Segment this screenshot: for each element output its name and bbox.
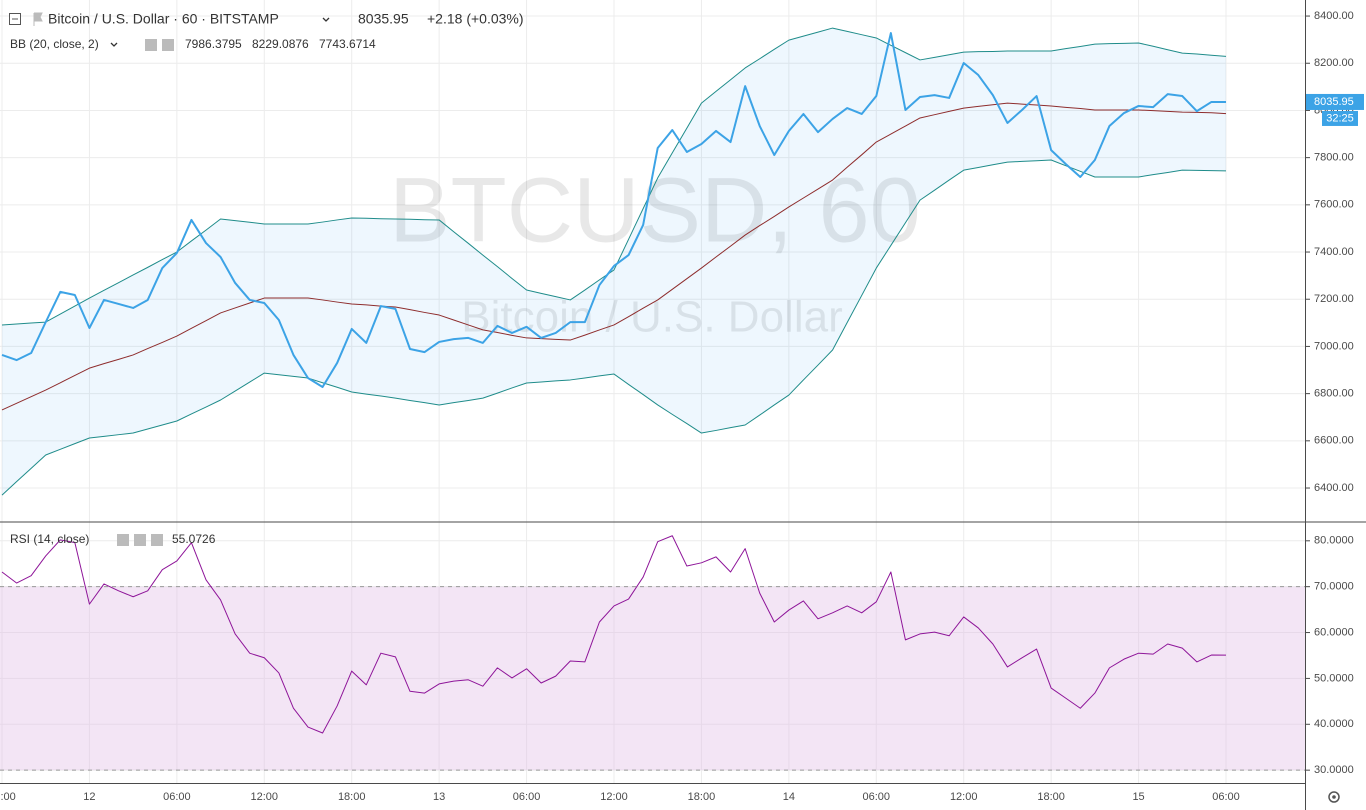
series-line — [1, 27, 1227, 326]
bb-buttons — [145, 39, 174, 51]
watermark-symbol: BTCUSD, 60 — [389, 159, 921, 261]
x-tick-label: 12 — [83, 791, 95, 803]
rsi-pane — [0, 535, 1305, 771]
bb-label[interactable]: BB (20, close, 2) — [10, 37, 99, 51]
y-tick-label: 70.0000 — [1314, 581, 1354, 593]
rsi-buttons — [117, 534, 163, 546]
x-tick-label: 15 — [1132, 791, 1144, 803]
x-tick-label: 18:00 — [1037, 791, 1065, 803]
main-pane — [1, 27, 1227, 496]
x-tick-label: 13 — [433, 791, 445, 803]
watermark-description: Bitcoin / U.S. Dollar — [461, 293, 842, 342]
x-tick-label: 06:00 — [1212, 791, 1240, 803]
series-line — [1, 32, 1227, 389]
y-tick-label: 80.0000 — [1314, 535, 1354, 547]
y-tick-label: 6600.00 — [1314, 435, 1354, 447]
price-scale: 6400.00 6600.00 6800.00 7000.00 7200.00 7400.… — [1305, 10, 1364, 776]
symbol-title[interactable]: Bitcoin / U.S. Dollar · 60 · BITSTAMP — [48, 11, 279, 27]
x-tick-label: 12:00 — [950, 791, 978, 803]
legend-value: 7986.3795 — [185, 37, 242, 51]
y-tick-label: 60.0000 — [1314, 626, 1354, 638]
last-price: 8035.95 — [358, 11, 409, 27]
y-tick-label: 50.0000 — [1314, 672, 1354, 684]
y-tick-label: 8200.00 — [1314, 57, 1354, 69]
legend-value: 7743.6714 — [319, 37, 376, 51]
y-tick-label: 8400.00 — [1314, 10, 1354, 22]
watermark: BTCUSD, 60 Bitcoin / U.S. Dollar — [389, 159, 921, 341]
x-tick-label: 12:00 — [251, 791, 279, 803]
series-line — [1, 159, 1227, 496]
series-line — [1, 535, 1227, 734]
band-fill — [2, 28, 1226, 496]
settings-gear[interactable] — [1328, 791, 1340, 803]
y-tick-label: 6400.00 — [1314, 482, 1354, 494]
x-tick-label: 18:00 — [338, 791, 366, 803]
x-tick-label: 14 — [783, 791, 795, 803]
countdown-label: 32:25 — [1326, 112, 1354, 124]
y-tick-label: 7400.00 — [1314, 246, 1354, 258]
y-tick-label: 40.0000 — [1314, 718, 1354, 730]
background — [0, 0, 1305, 783]
y-tick-label: 30.0000 — [1314, 764, 1354, 776]
price-change: +2.18 (+0.03%) — [427, 11, 524, 27]
countdown-box — [1322, 110, 1358, 126]
settings-hub[interactable] — [1332, 795, 1336, 799]
rsi-band — [0, 586, 1305, 771]
y-tick-label: 7000.00 — [1314, 340, 1354, 352]
x-tick-label: 18:00 — [688, 791, 716, 803]
legend-value: 55.0726 — [172, 532, 216, 546]
y-tick-label: 7800.00 — [1314, 152, 1354, 164]
eye-button[interactable] — [145, 39, 157, 51]
y-tick-label: 7200.00 — [1314, 293, 1354, 305]
header: Bitcoin / U.S. Dollar · 60 · BITSTAMP 80… — [9, 11, 524, 546]
x-tick-label: 12:00 — [600, 791, 628, 803]
time-axis: 18:00 12 06:00 12:00 18:00 13 06:00 12:00 18:00 1… — [0, 791, 1240, 803]
y-tick-label: 7600.00 — [1314, 199, 1354, 211]
x-tick-label: 18:00 — [0, 791, 16, 803]
last-price-label: 8035.95 — [1314, 96, 1354, 108]
settings-icon[interactable] — [1328, 791, 1340, 803]
flag-icon — [33, 12, 43, 26]
eye-button[interactable] — [117, 534, 129, 546]
remove-button[interactable] — [151, 534, 163, 546]
bb-caret[interactable] — [110, 42, 118, 47]
symbol-caret[interactable] — [322, 17, 330, 22]
y-tick-label: 6800.00 — [1314, 388, 1354, 400]
format-button[interactable] — [134, 534, 146, 546]
series-line — [1, 102, 1227, 411]
legend-value: 8229.0876 — [252, 37, 309, 51]
last-price-box — [1306, 93, 1364, 110]
format-button[interactable] — [162, 39, 174, 51]
rsi-label[interactable]: RSI (14, close) — [10, 532, 89, 546]
x-tick-label: 06:00 — [513, 791, 541, 803]
x-tick-label: 06:00 — [863, 791, 891, 803]
x-tick-label: 06:00 — [163, 791, 191, 803]
